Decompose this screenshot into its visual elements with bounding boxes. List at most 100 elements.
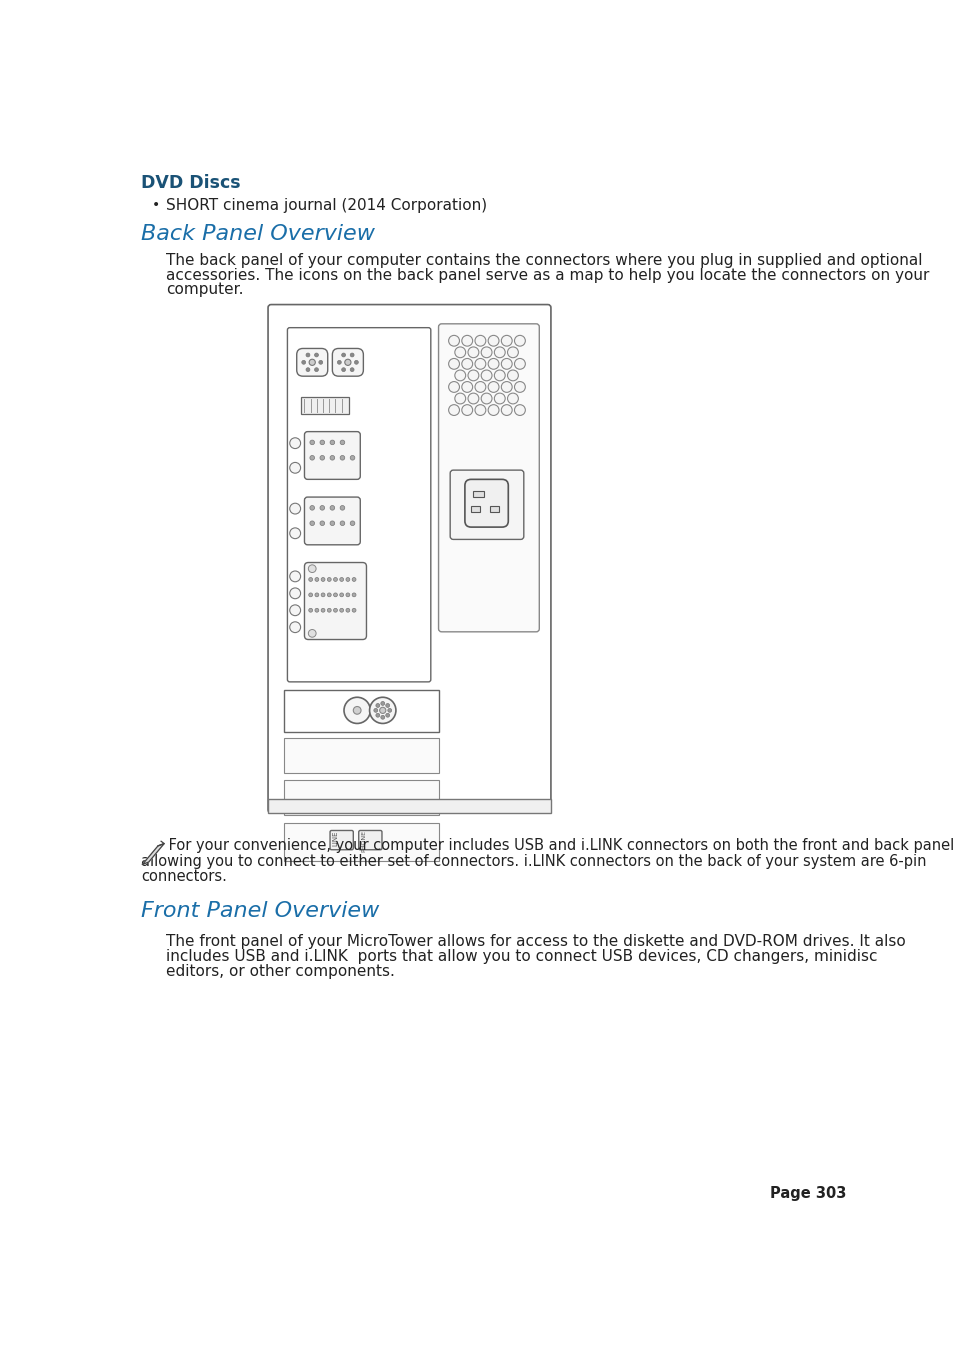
Circle shape bbox=[514, 335, 525, 346]
Circle shape bbox=[350, 521, 355, 526]
Bar bbox=[283, 781, 438, 815]
Bar bbox=[268, 798, 550, 813]
Text: DVD Discs: DVD Discs bbox=[141, 174, 240, 192]
Circle shape bbox=[461, 381, 472, 392]
Circle shape bbox=[350, 367, 354, 372]
Circle shape bbox=[319, 455, 324, 461]
Circle shape bbox=[475, 358, 485, 369]
FancyBboxPatch shape bbox=[304, 497, 360, 544]
Circle shape bbox=[379, 708, 385, 713]
Circle shape bbox=[314, 593, 318, 597]
Circle shape bbox=[387, 708, 392, 712]
Circle shape bbox=[308, 630, 315, 638]
FancyBboxPatch shape bbox=[304, 431, 360, 480]
Text: PHONE: PHONE bbox=[360, 831, 366, 852]
FancyBboxPatch shape bbox=[450, 470, 523, 539]
Text: SHORT cinema journal (2014 Corporation): SHORT cinema journal (2014 Corporation) bbox=[166, 197, 486, 212]
Circle shape bbox=[340, 521, 344, 526]
Circle shape bbox=[500, 335, 512, 346]
Circle shape bbox=[330, 521, 335, 526]
Circle shape bbox=[314, 577, 318, 581]
Circle shape bbox=[455, 393, 465, 404]
Circle shape bbox=[514, 405, 525, 416]
Circle shape bbox=[319, 521, 324, 526]
Circle shape bbox=[339, 608, 343, 612]
Circle shape bbox=[468, 393, 478, 404]
Circle shape bbox=[488, 381, 498, 392]
Circle shape bbox=[461, 405, 472, 416]
Circle shape bbox=[290, 588, 300, 598]
Circle shape bbox=[350, 353, 354, 357]
Circle shape bbox=[507, 393, 517, 404]
Circle shape bbox=[309, 593, 313, 597]
Text: The back panel of your computer contains the connectors where you plug in suppli: The back panel of your computer contains… bbox=[166, 253, 922, 267]
Circle shape bbox=[309, 359, 315, 365]
Circle shape bbox=[468, 370, 478, 381]
Circle shape bbox=[340, 455, 344, 461]
Circle shape bbox=[507, 347, 517, 358]
Text: For your convenience, your computer includes USB and i.LINK connectors on both t: For your convenience, your computer incl… bbox=[164, 838, 953, 854]
Circle shape bbox=[494, 393, 505, 404]
Circle shape bbox=[314, 353, 318, 357]
Circle shape bbox=[290, 528, 300, 539]
Circle shape bbox=[385, 704, 389, 708]
Circle shape bbox=[327, 577, 331, 581]
Circle shape bbox=[488, 335, 498, 346]
Circle shape bbox=[514, 381, 525, 392]
Circle shape bbox=[327, 608, 331, 612]
Text: •: • bbox=[152, 197, 160, 212]
Text: Back Panel Overview: Back Panel Overview bbox=[141, 224, 375, 243]
Text: LINE: LINE bbox=[332, 831, 338, 846]
Circle shape bbox=[346, 577, 350, 581]
Circle shape bbox=[344, 359, 351, 365]
FancyBboxPatch shape bbox=[330, 831, 353, 850]
FancyBboxPatch shape bbox=[438, 324, 538, 632]
Polygon shape bbox=[142, 843, 164, 865]
Circle shape bbox=[310, 440, 314, 444]
FancyBboxPatch shape bbox=[287, 328, 431, 682]
Circle shape bbox=[500, 358, 512, 369]
Circle shape bbox=[507, 370, 517, 381]
Text: Page 303: Page 303 bbox=[769, 1186, 845, 1201]
Circle shape bbox=[308, 565, 315, 573]
FancyBboxPatch shape bbox=[296, 349, 328, 376]
Circle shape bbox=[375, 713, 379, 717]
Circle shape bbox=[330, 505, 335, 511]
Circle shape bbox=[353, 707, 360, 715]
Circle shape bbox=[448, 405, 459, 416]
Circle shape bbox=[290, 438, 300, 449]
Circle shape bbox=[448, 335, 459, 346]
FancyBboxPatch shape bbox=[358, 831, 381, 850]
Circle shape bbox=[500, 405, 512, 416]
Text: The front panel of your MicroTower allows for access to the diskette and DVD-ROM: The front panel of your MicroTower allow… bbox=[166, 934, 904, 948]
Circle shape bbox=[321, 577, 325, 581]
Circle shape bbox=[468, 347, 478, 358]
FancyBboxPatch shape bbox=[304, 562, 366, 639]
Circle shape bbox=[385, 713, 389, 717]
Circle shape bbox=[306, 367, 310, 372]
Circle shape bbox=[380, 701, 384, 705]
Circle shape bbox=[310, 521, 314, 526]
Circle shape bbox=[488, 405, 498, 416]
Circle shape bbox=[480, 347, 492, 358]
Bar bbox=[301, 397, 349, 413]
Circle shape bbox=[480, 393, 492, 404]
Circle shape bbox=[475, 381, 485, 392]
Circle shape bbox=[352, 593, 355, 597]
Circle shape bbox=[375, 704, 379, 708]
Circle shape bbox=[321, 593, 325, 597]
Circle shape bbox=[448, 358, 459, 369]
Circle shape bbox=[369, 697, 395, 723]
Bar bbox=[472, 490, 483, 497]
Circle shape bbox=[306, 353, 310, 357]
Circle shape bbox=[340, 505, 344, 511]
Circle shape bbox=[355, 361, 358, 365]
Bar bbox=[283, 738, 438, 773]
Bar bbox=[489, 507, 498, 512]
Circle shape bbox=[290, 571, 300, 582]
Circle shape bbox=[350, 455, 355, 461]
Circle shape bbox=[475, 335, 485, 346]
Circle shape bbox=[339, 593, 343, 597]
FancyBboxPatch shape bbox=[464, 480, 508, 527]
Circle shape bbox=[374, 708, 377, 712]
